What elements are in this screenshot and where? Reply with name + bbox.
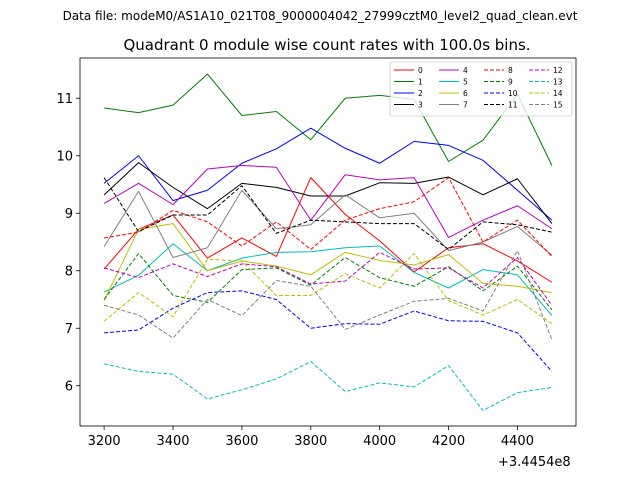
legend-label-15: 15 (553, 100, 563, 109)
legend-label-1: 1 (418, 77, 423, 86)
legend-label-5: 5 (463, 77, 468, 86)
series-line-11 (103, 177, 552, 250)
x-tick-label: 3400 (156, 434, 189, 449)
legend-label-3: 3 (418, 100, 423, 109)
legend-label-10: 10 (508, 89, 518, 98)
legend-label-0: 0 (418, 66, 423, 75)
series-line-5 (103, 243, 553, 316)
legend-label-9: 9 (508, 77, 513, 86)
y-tick-label: 10 (56, 149, 73, 164)
suptitle: Data file: modeM0/AS1A10_021T08_90000040… (63, 9, 578, 23)
x-tick-label: 3800 (294, 434, 327, 449)
series-line-3 (103, 162, 553, 224)
legend-box (389, 61, 573, 117)
series-line-0 (103, 177, 553, 283)
legend-label-14: 14 (553, 89, 563, 98)
y-tick-label: 7 (65, 322, 73, 337)
series-line-9 (103, 253, 553, 311)
chart-title: Quadrant 0 module wise count rates with … (123, 36, 530, 54)
series-line-2 (103, 127, 553, 221)
legend-label-6: 6 (463, 89, 468, 98)
legend-label-4: 4 (463, 66, 468, 75)
legend-label-2: 2 (418, 89, 423, 98)
y-tick-label: 11 (56, 92, 73, 107)
series-line-8 (104, 177, 553, 257)
legend-label-7: 7 (463, 100, 468, 109)
plot-area: 3200 3400 3600 3800 4000 4200 4400678910110123… (56, 57, 577, 449)
y-tick-label: 6 (65, 379, 73, 394)
x-tick-label: 4400 (501, 434, 534, 449)
series-line-12 (103, 251, 553, 306)
x-offset-label: +3.4454e8 (498, 455, 571, 470)
x-tick-label: 4000 (363, 434, 396, 449)
series-line-14 (103, 253, 553, 325)
y-tick-label: 9 (65, 207, 73, 222)
series-line-13 (104, 361, 552, 411)
legend-label-12: 12 (553, 66, 563, 75)
x-tick-label: 3600 (225, 434, 258, 449)
legend-label-11: 11 (508, 100, 518, 109)
legend-label-13: 13 (553, 77, 563, 86)
y-tick-label: 8 (65, 264, 73, 279)
series-line-10 (104, 290, 553, 372)
x-tick-label: 3200 (88, 434, 121, 449)
series-line-4 (103, 165, 553, 238)
legend-label-8: 8 (508, 66, 513, 75)
series-line-1 (104, 73, 553, 166)
series-line-6 (103, 223, 552, 301)
series-line-7 (103, 189, 553, 259)
series-line-15 (103, 250, 553, 340)
axes-frame (79, 57, 577, 427)
x-tick-label: 4200 (432, 434, 465, 449)
